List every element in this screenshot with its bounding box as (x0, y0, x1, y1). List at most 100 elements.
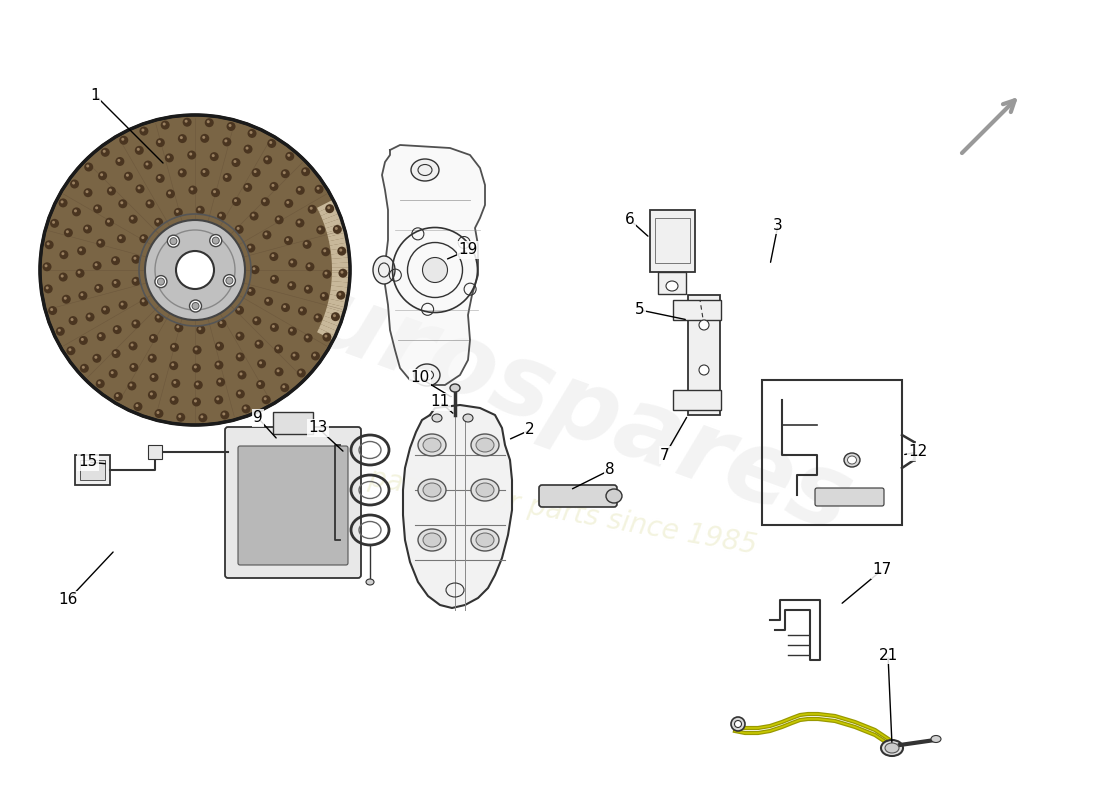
Circle shape (276, 370, 279, 372)
Circle shape (217, 344, 220, 346)
Circle shape (224, 139, 228, 142)
Polygon shape (326, 223, 344, 233)
Bar (148, 445, 162, 459)
Circle shape (81, 366, 85, 369)
Circle shape (321, 247, 330, 256)
Circle shape (104, 218, 114, 226)
Ellipse shape (418, 479, 446, 501)
Ellipse shape (373, 256, 395, 284)
Circle shape (296, 186, 305, 195)
Circle shape (196, 326, 206, 334)
Ellipse shape (931, 735, 940, 742)
Circle shape (243, 145, 253, 154)
Circle shape (85, 226, 88, 230)
Circle shape (302, 240, 311, 249)
Circle shape (243, 406, 246, 410)
Polygon shape (322, 316, 341, 326)
Circle shape (169, 361, 178, 370)
Circle shape (322, 294, 324, 297)
Circle shape (306, 335, 309, 338)
Circle shape (72, 207, 81, 216)
Circle shape (147, 390, 157, 399)
Circle shape (238, 391, 241, 394)
Circle shape (283, 385, 285, 388)
Circle shape (131, 217, 134, 220)
Circle shape (86, 313, 95, 322)
Polygon shape (319, 324, 338, 336)
Circle shape (175, 323, 184, 332)
Ellipse shape (424, 438, 441, 452)
Circle shape (68, 316, 78, 325)
Circle shape (276, 346, 279, 350)
Circle shape (272, 184, 275, 187)
Circle shape (113, 258, 116, 261)
Circle shape (266, 299, 270, 302)
Circle shape (62, 294, 70, 304)
Circle shape (202, 136, 206, 139)
Circle shape (180, 136, 183, 139)
Circle shape (111, 349, 121, 358)
Circle shape (194, 366, 197, 369)
Circle shape (77, 270, 80, 274)
Circle shape (211, 188, 220, 197)
Circle shape (68, 348, 72, 351)
Circle shape (324, 334, 328, 338)
Circle shape (132, 277, 141, 286)
Circle shape (263, 155, 272, 164)
Circle shape (147, 202, 151, 204)
Circle shape (111, 256, 120, 265)
Circle shape (48, 306, 57, 315)
Text: 9: 9 (253, 410, 263, 426)
Circle shape (82, 225, 92, 234)
Circle shape (317, 226, 326, 234)
Circle shape (304, 334, 312, 342)
Circle shape (254, 170, 256, 173)
Circle shape (231, 158, 241, 167)
Circle shape (100, 174, 103, 176)
Circle shape (314, 314, 322, 322)
Circle shape (334, 227, 338, 230)
Circle shape (135, 146, 144, 155)
Circle shape (254, 318, 257, 322)
Circle shape (178, 168, 187, 178)
Circle shape (256, 342, 260, 345)
Circle shape (118, 159, 120, 162)
Circle shape (322, 270, 331, 278)
Circle shape (254, 340, 264, 349)
Circle shape (109, 189, 112, 191)
Circle shape (191, 363, 201, 373)
Bar (80, 460, 104, 480)
Polygon shape (328, 233, 346, 242)
Ellipse shape (176, 251, 214, 289)
Circle shape (170, 343, 179, 352)
Circle shape (192, 398, 201, 406)
Circle shape (117, 234, 125, 243)
Circle shape (80, 364, 89, 373)
Circle shape (326, 204, 334, 213)
Circle shape (320, 292, 329, 301)
Ellipse shape (698, 365, 710, 375)
Circle shape (161, 121, 169, 130)
Circle shape (113, 281, 117, 284)
Circle shape (92, 354, 101, 362)
Circle shape (102, 150, 106, 153)
Circle shape (207, 120, 210, 123)
Circle shape (176, 210, 179, 213)
Circle shape (59, 250, 68, 259)
Bar (673, 390, 720, 410)
Circle shape (306, 286, 309, 290)
Circle shape (79, 336, 88, 345)
Ellipse shape (226, 277, 233, 284)
Circle shape (88, 314, 90, 318)
Circle shape (52, 221, 55, 224)
Circle shape (95, 206, 98, 210)
Circle shape (85, 162, 94, 171)
Circle shape (133, 279, 136, 282)
Ellipse shape (422, 258, 448, 282)
Circle shape (188, 186, 197, 194)
Circle shape (86, 165, 89, 167)
Circle shape (98, 171, 107, 180)
Bar (75, 455, 110, 485)
Ellipse shape (145, 220, 245, 320)
Circle shape (143, 161, 153, 170)
